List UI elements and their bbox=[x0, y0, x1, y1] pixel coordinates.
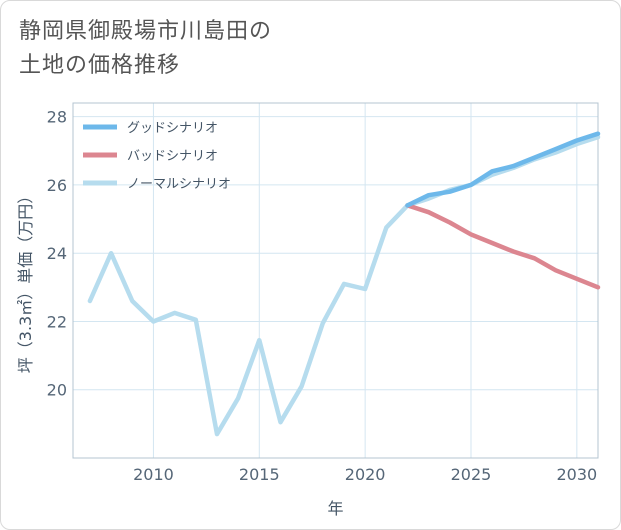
chart-title: 静岡県御殿場市川島田の 土地の価格推移 bbox=[19, 15, 272, 83]
x-tick-label: 2020 bbox=[345, 465, 386, 484]
x-tick-labels: 2010 2015 2020 2025 2030 bbox=[133, 465, 597, 484]
x-tick-label: 2025 bbox=[451, 465, 492, 484]
x-tick-label: 2030 bbox=[556, 465, 597, 484]
series-lines bbox=[87, 131, 601, 437]
legend-label-normal: ノーマルシナリオ bbox=[127, 177, 231, 192]
x-axis-label: 年 bbox=[327, 499, 343, 518]
legend-label-good: グッドシナリオ bbox=[127, 121, 218, 136]
y-axis-label: 坪（3.3㎡）単価（万円） bbox=[16, 188, 35, 373]
title-line-2: 土地の価格推移 bbox=[19, 53, 181, 78]
y-tick-label: 22 bbox=[47, 312, 67, 331]
y-tick-label: 24 bbox=[47, 244, 67, 263]
title-line-1: 静岡県御殿場市川島田の bbox=[19, 19, 273, 44]
x-tick-label: 2015 bbox=[239, 465, 280, 484]
y-tick-label: 26 bbox=[47, 176, 67, 195]
plot-frame bbox=[72, 102, 599, 459]
y-tick-label: 20 bbox=[47, 381, 67, 400]
grid bbox=[73, 103, 598, 458]
legend-label-bad: バッドシナリオ bbox=[127, 149, 218, 164]
y-tick-labels: 20 22 24 26 28 bbox=[47, 108, 67, 400]
series-line-bad bbox=[405, 203, 601, 290]
y-tick-label: 28 bbox=[47, 108, 67, 127]
series-line-good bbox=[405, 131, 601, 208]
x-tick-label: 2010 bbox=[133, 465, 174, 484]
